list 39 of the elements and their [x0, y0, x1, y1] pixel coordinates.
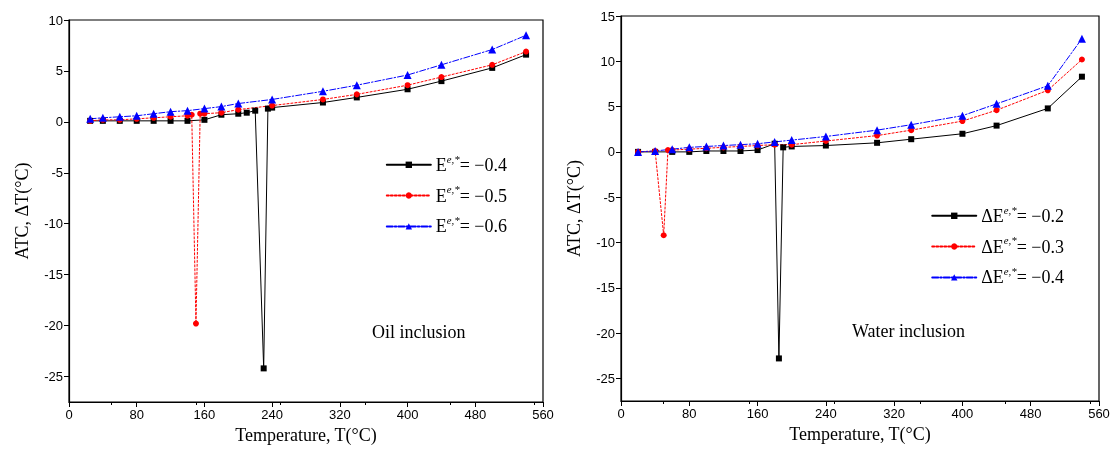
x-tick-label: 480	[464, 407, 487, 422]
y-tick-label: -10	[596, 234, 615, 250]
x-tick-label: 80	[682, 406, 697, 421]
x-tick-label: 480	[1019, 406, 1042, 421]
y-tick-label: -25	[44, 369, 63, 385]
x-tick-label: 400	[396, 407, 419, 422]
x-tick-label: 320	[883, 406, 905, 421]
y-axis-title: ATC, ΔT(°C)	[12, 162, 33, 260]
y-tick-label: -5	[51, 165, 63, 181]
y-tick-label: -5	[603, 189, 615, 205]
y-tick-label: 10	[48, 12, 63, 28]
x-tick-label: 0	[65, 407, 73, 422]
y-tick-label: 15	[600, 8, 615, 24]
x-tick-label: 160	[193, 407, 216, 422]
y-tick-label: -25	[596, 370, 615, 386]
y-tick-label: 5	[607, 99, 615, 115]
y-axis-title: ATC, ΔT(°C)	[564, 160, 585, 257]
y-tick-label: 10	[600, 53, 615, 69]
y-tick-label: 0	[607, 144, 615, 160]
x-tick-label: 400	[951, 406, 974, 421]
x-tick-label: 560	[1088, 406, 1110, 421]
x-tick-label: 240	[261, 407, 283, 422]
y-tick-label: -15	[44, 267, 63, 283]
x-tick-label: 560	[532, 407, 554, 422]
x-tick-label: 80	[129, 407, 144, 422]
x-tick-label: 320	[329, 407, 351, 422]
y-tick-label: 5	[55, 63, 63, 79]
y-tick-label: 0	[55, 114, 63, 130]
x-tick-label: 0	[617, 406, 625, 421]
y-tick-label: -20	[44, 318, 63, 334]
y-tick-label: -20	[596, 325, 615, 341]
y-tick-label: -10	[44, 216, 63, 232]
x-tick-label: 160	[746, 406, 769, 421]
x-tick-label: 240	[815, 406, 837, 421]
x-axis-title: Temperature, T(°C)	[789, 424, 931, 445]
annotation: Oil inclusion	[372, 322, 466, 342]
annotation: Water inclusion	[852, 321, 966, 341]
x-axis-title: Temperature, T(°C)	[235, 425, 377, 446]
y-tick-label: -15	[596, 280, 615, 296]
